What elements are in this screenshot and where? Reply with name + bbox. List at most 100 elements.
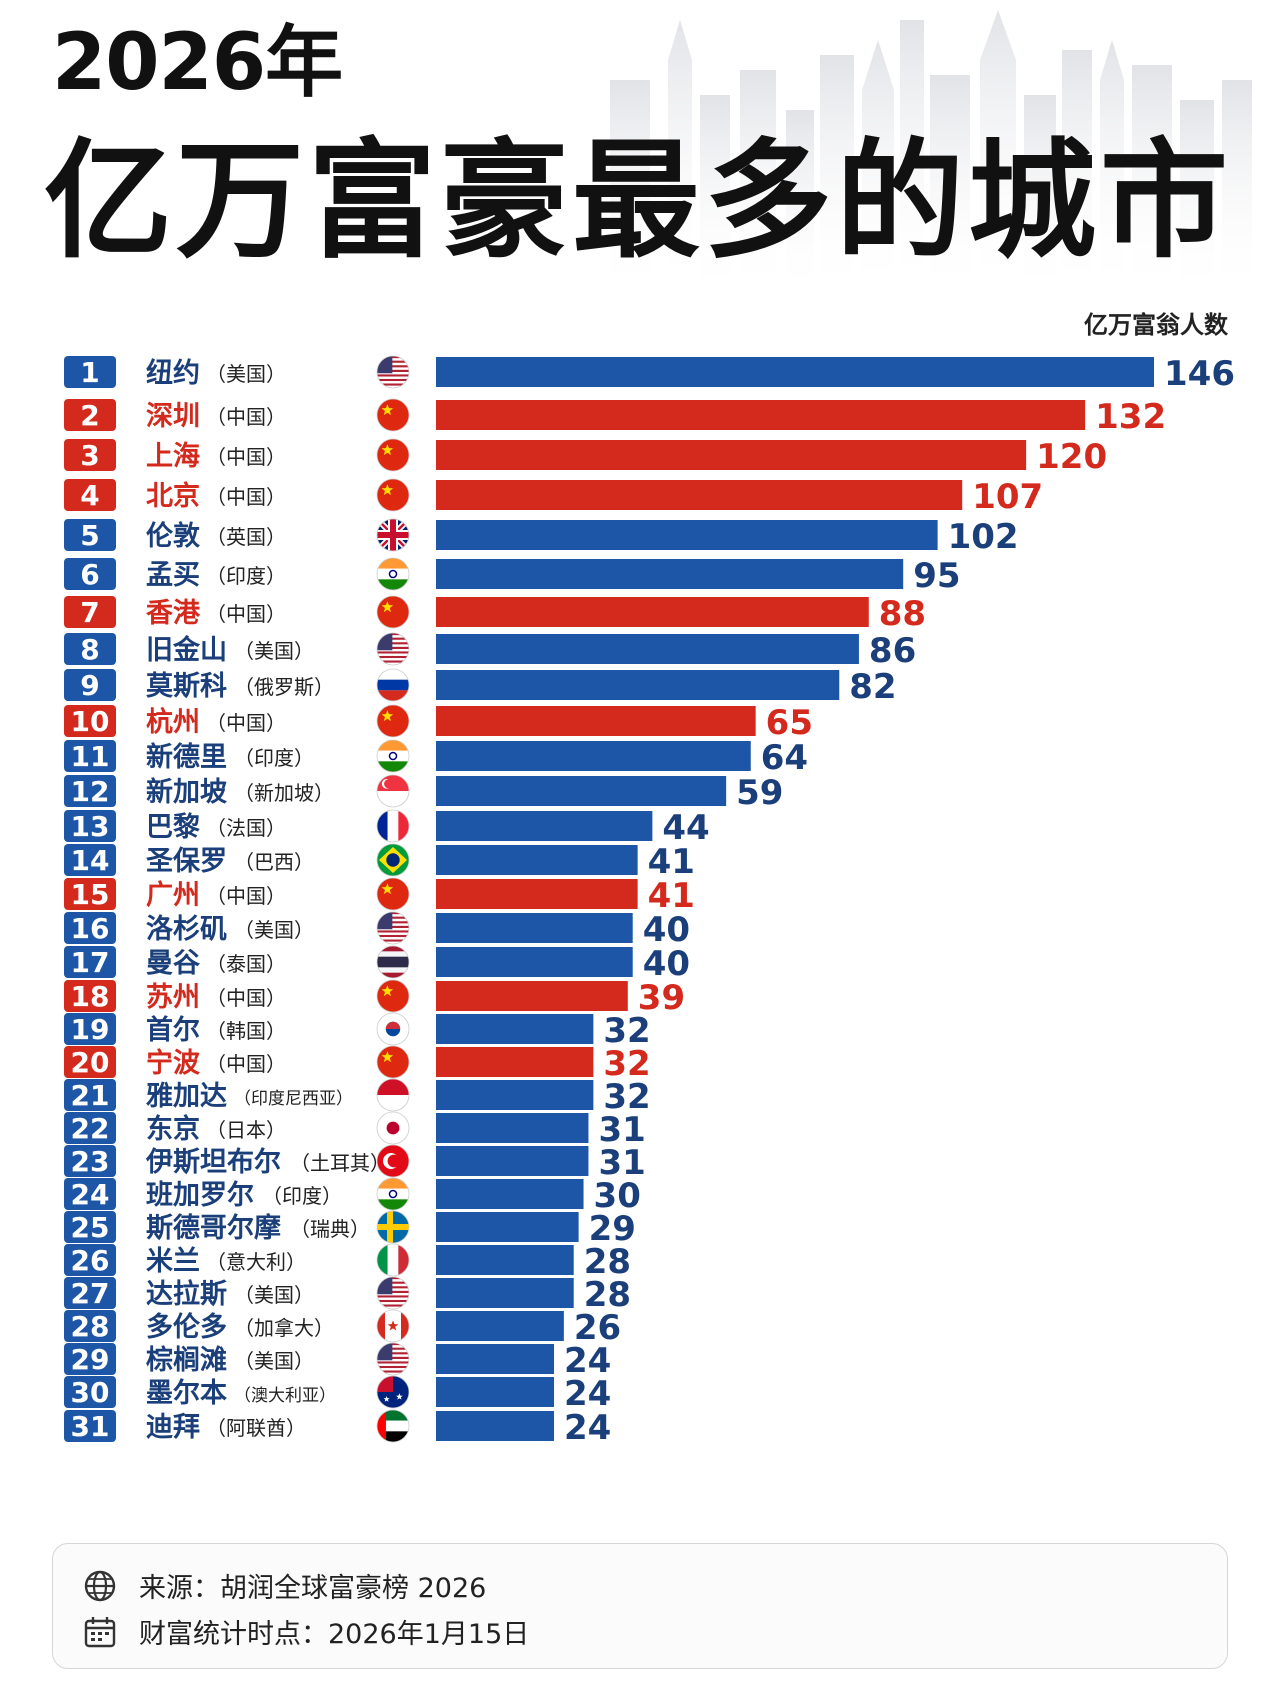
country-label: （泰国）	[206, 952, 286, 976]
country-label: （韩国）	[206, 1019, 286, 1043]
rank-label: 17	[71, 946, 110, 979]
country-label: （美国）	[234, 918, 314, 942]
bar	[436, 1179, 584, 1209]
bar	[436, 981, 628, 1011]
value-label: 24	[564, 1374, 611, 1414]
rank-badge	[64, 1310, 116, 1342]
chart-row: 15 广州 （中国） 41	[64, 876, 695, 916]
chart-row: 27 达拉斯 （美国） 28	[64, 1275, 631, 1315]
country-label: （澳大利亚）	[234, 1386, 336, 1406]
rank-badge	[64, 399, 116, 431]
rank-label: 20	[71, 1046, 110, 1079]
value-label: 146	[1164, 354, 1235, 394]
rank-badge	[64, 439, 116, 471]
in-flag-icon	[376, 739, 410, 773]
jp-flag-icon	[376, 1111, 410, 1145]
value-label: 28	[584, 1242, 631, 1282]
page-title: 亿万富豪最多的城市	[44, 127, 1233, 276]
bar	[436, 1411, 555, 1441]
country-label: （印度）	[234, 746, 314, 770]
rank-badge	[64, 633, 116, 665]
rank-badge	[64, 1244, 116, 1276]
value-label: 95	[913, 556, 960, 596]
value-label: 32	[603, 1044, 650, 1084]
cn-flag-icon	[376, 478, 410, 512]
title-year: 2026年	[52, 18, 343, 108]
value-label: 39	[638, 978, 685, 1018]
rank-badge	[64, 705, 116, 737]
value-label: 88	[879, 594, 926, 634]
city-label: 深圳	[146, 401, 200, 432]
rank-label: 18	[71, 980, 110, 1013]
us-flag-icon	[376, 355, 410, 389]
country-label: （印度）	[262, 1184, 342, 1208]
chart-row: 18 苏州 （中国） 39	[64, 978, 685, 1018]
rank-label: 23	[71, 1145, 110, 1178]
bar	[436, 440, 1027, 470]
bar	[436, 559, 904, 589]
in-flag-icon	[376, 557, 410, 591]
chart-row: 10 杭州 （中国） 65	[64, 703, 813, 743]
kr-flag-icon	[376, 1012, 410, 1046]
city-label: 东京	[146, 1113, 200, 1145]
bar	[436, 1014, 594, 1044]
rank-badge	[64, 1046, 116, 1078]
value-label: 24	[564, 1341, 611, 1381]
country-label: （印度尼西亚）	[234, 1089, 353, 1109]
chart-row: 29 棕榈滩 （美国） 24	[64, 1341, 611, 1381]
cn-flag-icon	[376, 979, 410, 1013]
city-label: 上海	[146, 441, 200, 472]
chart-row: 12 新加坡 （新加坡） 59	[64, 773, 783, 813]
rank-label: 27	[71, 1277, 110, 1310]
cn-flag-icon	[376, 438, 410, 472]
bar	[436, 480, 963, 510]
value-label: 40	[643, 910, 690, 950]
country-label: （中国）	[206, 884, 286, 908]
country-label: （阿联酋）	[206, 1416, 306, 1440]
country-label: （新加坡）	[234, 781, 334, 805]
city-label: 新德里	[146, 741, 227, 773]
source-text: 来源：胡润全球富豪榜 2026	[139, 1573, 487, 1604]
chart-row: 25 斯德哥尔摩 （瑞典） 29	[64, 1209, 636, 1249]
value-label: 59	[736, 773, 783, 813]
value-label: 44	[662, 808, 709, 848]
country-label: （美国）	[234, 1283, 314, 1307]
city-label: 班加罗尔	[146, 1180, 254, 1211]
calendar-icon	[84, 1616, 116, 1647]
country-label: （日本）	[206, 1118, 286, 1142]
cn-flag-icon	[376, 595, 410, 629]
bar	[436, 357, 1154, 387]
country-label: （巴西）	[234, 850, 314, 874]
rank-label: 28	[71, 1310, 110, 1343]
rank-label: 2	[80, 399, 99, 432]
bar	[436, 634, 859, 664]
chart-row: 3 上海 （中国） 120	[64, 437, 1107, 477]
rank-badge	[64, 596, 116, 628]
rank-label: 7	[80, 596, 99, 629]
rank-badge	[64, 775, 116, 807]
value-label: 32	[603, 1011, 650, 1051]
city-label: 杭州	[146, 706, 200, 738]
bar	[436, 776, 727, 806]
country-label: （美国）	[234, 1349, 314, 1373]
date-row: 财富统计时点：2026年1月15日	[83, 1612, 529, 1651]
chart-row: 17 曼谷 （泰国） 40	[64, 944, 690, 984]
value-label: 29	[589, 1209, 636, 1249]
value-label: 65	[766, 703, 813, 743]
rank-badge	[64, 1277, 116, 1309]
value-label: 86	[869, 631, 916, 671]
rank-label: 10	[71, 705, 110, 738]
in-flag-icon	[376, 1177, 410, 1211]
country-label: （中国）	[206, 485, 286, 509]
us-flag-icon	[376, 1342, 410, 1376]
bar	[436, 1146, 589, 1176]
city-label: 曼谷	[146, 948, 201, 979]
chart-row: 13 巴黎 （法国） 44	[64, 808, 710, 848]
value-label: 30	[594, 1176, 641, 1216]
th-flag-icon	[376, 945, 410, 979]
bar	[436, 1245, 574, 1275]
country-label: （法国）	[206, 816, 286, 840]
bar	[436, 1047, 594, 1077]
country-label: （英国）	[206, 525, 286, 549]
chart-row: 2 深圳 （中国） 132	[64, 397, 1166, 437]
